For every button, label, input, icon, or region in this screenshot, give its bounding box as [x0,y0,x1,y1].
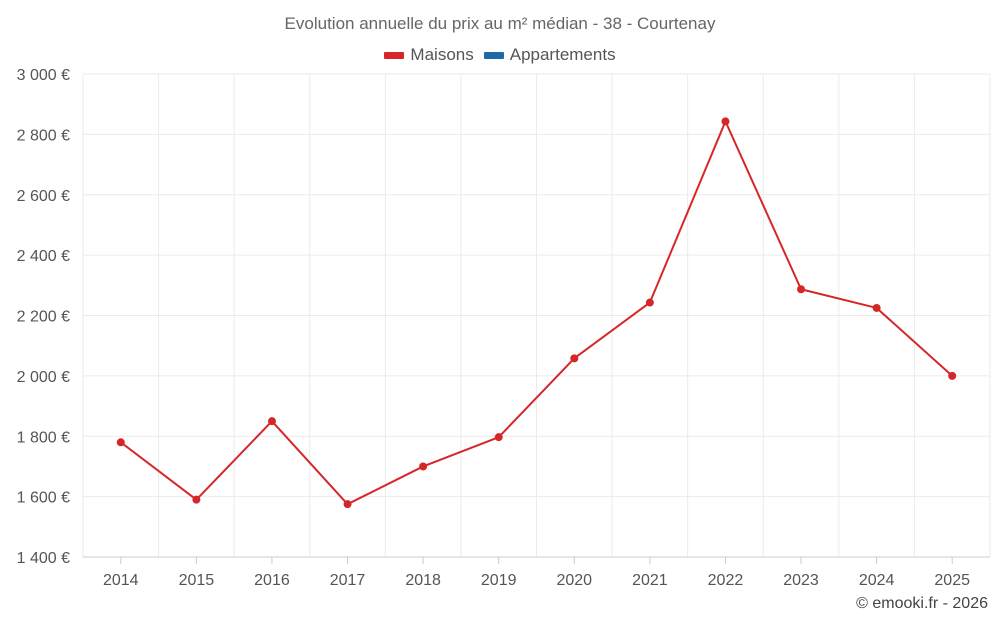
x-tick-label: 2023 [783,572,819,589]
watermark: © emooki.fr - 2026 [856,595,988,612]
chart-title: Evolution annuelle du prix au m² médian … [284,14,716,33]
y-tick-label: 2 800 € [17,127,70,144]
y-tick-label: 2 000 € [17,369,70,386]
data-point-2024 [872,303,881,312]
legend-swatch-appartements [483,51,504,59]
data-point-2016 [267,417,276,426]
data-point-2023 [797,285,806,294]
y-tick-label: 2 200 € [17,309,70,326]
series-line-maisons [120,120,953,506]
legend-item-appartements[interactable]: Appartements [483,45,616,65]
x-tick-label: 2014 [103,572,139,589]
x-tick-label: 2024 [859,572,895,589]
legend-swatch-maisons [384,51,405,59]
y-tick-label: 2 400 € [17,248,70,265]
legend-item-maisons[interactable]: Maisons [384,45,474,65]
y-tick-label: 1 400 € [17,550,70,567]
legend-label-maisons: Maisons [410,45,474,64]
x-tick-label: 2016 [254,572,290,589]
x-tick-label: 2020 [556,572,592,589]
x-tick-label: 2022 [708,572,744,589]
legend: Maisons Appartements [0,45,1000,65]
x-tick-label: 2018 [405,572,441,589]
x-tick-label: 2017 [330,572,366,589]
y-tick-label: 1 600 € [17,490,70,507]
data-point-2015 [192,495,201,504]
x-tick-label: 2019 [481,572,517,589]
x-tick-label: 2025 [934,572,970,589]
y-tick-label: 3 000 € [17,67,70,84]
data-point-2025 [948,371,957,380]
data-point-2019 [494,433,503,442]
y-tick-label: 1 800 € [17,429,70,446]
data-point-2022 [721,117,730,126]
data-point-2020 [570,354,579,363]
data-point-2018 [419,462,428,471]
x-tick-label: 2021 [632,572,668,589]
data-point-2021 [645,298,654,307]
legend-label-appartements: Appartements [509,45,616,64]
data-point-2017 [343,500,352,509]
y-tick-label: 2 600 € [17,188,70,205]
x-tick-label: 2015 [179,572,215,589]
data-point-2014 [116,438,125,447]
